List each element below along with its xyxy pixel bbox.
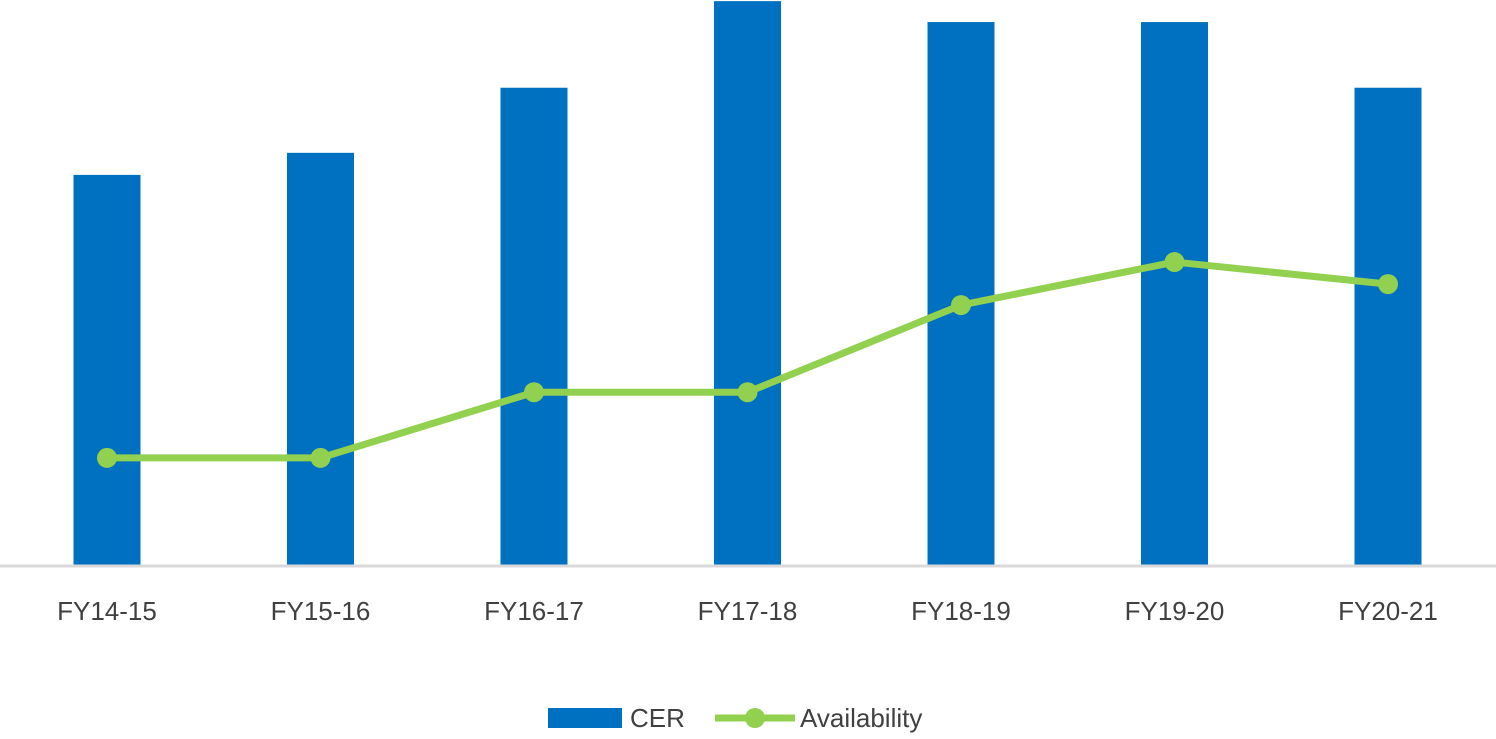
bar-cer-FY18-19 [927, 22, 995, 567]
bar-cer-FY16-17 [500, 87, 568, 566]
legend-swatch-availability-marker [745, 708, 765, 728]
availability-point-FY16-17 [524, 382, 544, 403]
x-tick-label: FY17-18 [698, 596, 798, 626]
legend-label-cer: CER [630, 703, 685, 733]
bar-cer-FY20-21 [1354, 87, 1422, 566]
legend-swatch-cer [548, 708, 622, 728]
availability-point-FY19-20 [1164, 252, 1185, 273]
line-series [97, 252, 1398, 468]
x-tick-label: FY19-20 [1125, 596, 1225, 626]
x-tick-label: FY14-15 [57, 596, 157, 626]
availability-point-FY14-15 [97, 447, 117, 468]
x-tick-labels: FY14-15 FY15-16 FY16-17 FY17-18 FY18-19 FY19-… [57, 596, 1438, 626]
bar-cer-FY15-16 [287, 152, 354, 566]
availability-point-FY17-18 [737, 382, 758, 403]
bars [73, 1, 1422, 567]
bar-cer-FY19-20 [1141, 22, 1208, 567]
x-tick-label: FY15-16 [271, 596, 371, 626]
availability-point-FY20-21 [1378, 274, 1398, 295]
availability-point-FY15-16 [310, 447, 331, 468]
x-tick-label: FY16-17 [484, 596, 584, 626]
legend: CER Availability [548, 703, 922, 733]
bar-cer-FY17-18 [714, 1, 781, 566]
x-tick-label: FY18-19 [911, 596, 1011, 626]
availability-point-FY18-19 [951, 295, 971, 316]
legend-label-availability: Availability [800, 703, 922, 733]
x-tick-label: FY20-21 [1338, 596, 1438, 626]
bar-cer-FY14-15 [73, 174, 141, 567]
